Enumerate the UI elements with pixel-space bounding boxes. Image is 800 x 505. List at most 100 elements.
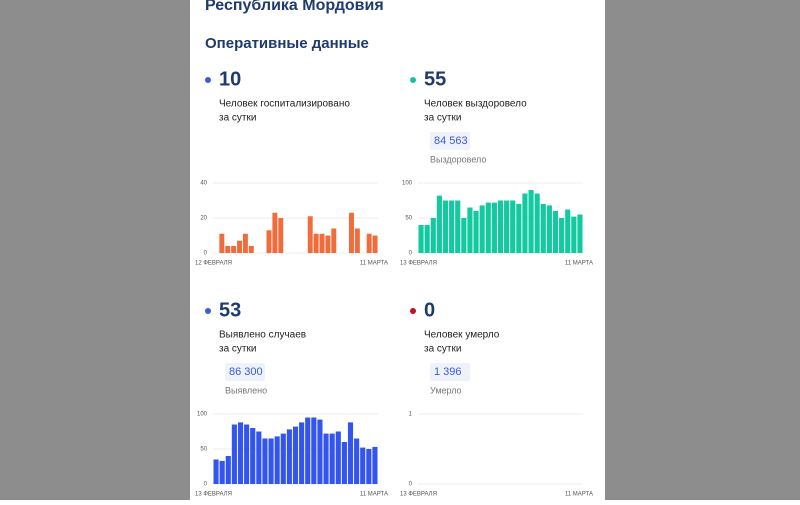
x-tick-label: 11 МАРТА (360, 492, 388, 498)
y-tick-label: 100 (402, 181, 413, 187)
x-tick-label: 11 МАРТА (565, 261, 593, 267)
bar (522, 193, 528, 253)
bar (349, 212, 354, 253)
bar (219, 233, 225, 253)
bar (516, 204, 522, 253)
bar (354, 228, 360, 253)
bar (329, 433, 335, 484)
bar (534, 193, 540, 253)
bar (366, 449, 372, 484)
status-dot (410, 77, 416, 83)
y-tick-label: 1 (409, 412, 413, 418)
bar (360, 447, 366, 484)
y-tick-label: 0 (409, 482, 413, 488)
bar (248, 246, 254, 253)
bar (528, 190, 534, 253)
bar (280, 433, 286, 484)
y-tick-label: 0 (204, 482, 208, 488)
bar (485, 202, 491, 253)
stat-value: 53 (219, 299, 241, 321)
total-label: Умерло (430, 385, 462, 395)
y-tick-label: 0 (204, 251, 208, 257)
bar (461, 218, 467, 253)
bar (540, 204, 546, 253)
total-badge (430, 132, 470, 150)
x-tick-label: 11 МАРТА (565, 492, 593, 498)
bar (497, 200, 504, 253)
bar (319, 233, 325, 253)
bar (305, 417, 311, 484)
stat-value: 0 (424, 299, 435, 321)
bar (546, 205, 552, 253)
bar (256, 431, 262, 484)
bar (231, 424, 237, 484)
bar (325, 235, 331, 253)
bar (418, 225, 424, 253)
bar (479, 205, 485, 253)
bar (317, 419, 323, 484)
y-tick-label: 100 (197, 412, 208, 418)
bar (225, 246, 231, 253)
x-tick-label: 13 ФЕВРАЛЯ (400, 261, 437, 267)
bar (242, 233, 248, 253)
x-tick-label: 13 ФЕВРАЛЯ (400, 492, 437, 498)
bar (430, 218, 436, 253)
bar (286, 429, 292, 484)
section-title: Оперативные данные (205, 35, 369, 52)
bar (565, 209, 571, 253)
bar (347, 422, 354, 484)
status-dot (205, 77, 211, 83)
bar (292, 426, 299, 484)
bar (262, 438, 268, 484)
total-value: 1 396 (434, 366, 462, 378)
bar (491, 202, 497, 253)
bar (552, 211, 559, 253)
y-tick-label: 40 (200, 181, 207, 187)
total-label: Выявлено (225, 385, 267, 395)
y-tick-label: 20 (200, 216, 207, 222)
bar (372, 446, 378, 484)
bar (237, 240, 242, 253)
bar (244, 424, 250, 484)
bar (467, 207, 473, 253)
x-tick-label: 12 ФЕВРАЛЯ (195, 261, 232, 267)
stat-caption: Человек умерло (424, 330, 500, 341)
x-tick-label: 11 МАРТА (360, 261, 388, 267)
bar (299, 422, 305, 484)
bar (219, 460, 225, 484)
bar (225, 456, 231, 484)
total-value: 86 300 (229, 366, 263, 378)
stat-value: 10 (219, 68, 241, 90)
bar (323, 433, 329, 484)
bar (341, 442, 347, 484)
bar (278, 218, 284, 253)
total-badge (225, 363, 265, 381)
bar (424, 225, 430, 253)
bar (272, 212, 278, 253)
y-tick-label: 0 (409, 251, 413, 257)
x-tick-label: 13 ФЕВРАЛЯ (195, 492, 232, 498)
stat-caption: за сутки (424, 113, 461, 124)
region-title: Республика Мордовия (205, 0, 384, 14)
bar (307, 216, 313, 253)
bar (237, 422, 244, 484)
total-badge (430, 363, 470, 381)
bar (510, 200, 516, 253)
bar (331, 228, 337, 253)
bar (559, 218, 565, 253)
bar (449, 200, 455, 253)
bar (266, 230, 272, 253)
bar (313, 233, 319, 253)
bar (231, 246, 237, 253)
bar (571, 216, 577, 253)
stat-caption: Выявлено случаев (219, 330, 306, 341)
total-label: Выздоровело (430, 154, 486, 164)
bar (436, 195, 442, 253)
y-tick-label: 50 (200, 447, 207, 453)
y-tick-label: 50 (405, 216, 412, 222)
bar (372, 235, 378, 253)
bar (274, 436, 280, 484)
total-value: 84 563 (434, 135, 468, 147)
bar (250, 428, 256, 484)
